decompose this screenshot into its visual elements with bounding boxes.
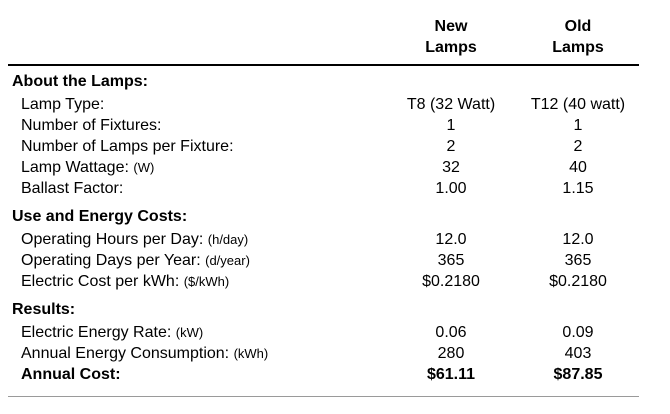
row-label: Electric Cost per kWh: ($/kWh) [21,273,230,290]
value-new: 280 [437,345,465,362]
value-new: 1 [446,117,456,134]
section-title-energy: Use and Energy Costs: [12,208,188,225]
value-old: T12 (40 watt) [530,96,626,113]
value-new: 32 [442,159,460,176]
column-header-new-lamps: New Lamps [391,16,511,58]
value-old: 40 [569,159,587,176]
value-new: 2 [446,138,456,155]
value-new: T8 (32 Watt) [406,96,496,113]
row-label: Operating Hours per Day: (h/day) [21,231,249,248]
row-label: Electric Energy Rate: (kW) [21,324,204,341]
section-title-results: Results: [12,301,76,318]
value-old: 12.0 [562,231,594,248]
value-old: 365 [564,252,592,269]
value-old: 1.15 [562,180,594,197]
footer-divider [8,396,639,397]
header-old-line1: Old [564,18,592,35]
row-annual-consumption: Annual Energy Consumption: (kWh) 280 403 [0,343,670,364]
header-new-line1: New [434,18,468,35]
row-label: Annual Cost: [21,366,121,383]
row-annual-cost: Annual Cost: $61.11 $87.85 [0,364,670,385]
row-energy-rate: Electric Energy Rate: (kW) 0.06 0.09 [0,322,670,343]
row-lamp-wattage: Lamp Wattage: (W) 32 40 [0,157,670,178]
row-label: Lamp Wattage: (W) [21,159,155,176]
value-new: 12.0 [435,231,467,248]
value-new: $0.2180 [422,273,480,290]
value-old: 2 [573,138,583,155]
row-label: Number of Fixtures: [21,117,162,134]
value-old: $0.2180 [549,273,607,290]
row-operating-hours: Operating Hours per Day: (h/day) 12.0 12… [0,229,670,250]
value-old: $87.85 [553,366,603,383]
row-operating-days: Operating Days per Year: (d/year) 365 36… [0,250,670,271]
section-title-lamps: About the Lamps: [12,73,148,90]
row-label: Lamp Type: [21,96,105,113]
row-label: Number of Lamps per Fixture: [21,138,234,155]
value-old: 1 [573,117,583,134]
row-ballast-factor: Ballast Factor: 1.00 1.15 [0,178,670,199]
value-new: $61.11 [426,366,476,383]
value-new: 0.06 [435,324,467,341]
row-lamps-per-fixture: Number of Lamps per Fixture: 2 2 [0,136,670,157]
value-old: 403 [564,345,592,362]
row-label: Operating Days per Year: (d/year) [21,252,250,269]
row-label: Annual Energy Consumption: (kWh) [21,345,269,362]
row-electric-cost: Electric Cost per kWh: ($/kWh) $0.2180 $… [0,271,670,292]
value-new: 1.00 [435,180,467,197]
header-old-line2: Lamps [552,39,604,56]
header-new-line2: Lamps [425,39,477,56]
value-new: 365 [437,252,465,269]
column-header-old-lamps: Old Lamps [518,16,638,58]
header-divider [8,64,639,66]
row-number-of-fixtures: Number of Fixtures: 1 1 [0,115,670,136]
row-lamp-type: Lamp Type: T8 (32 Watt) T12 (40 watt) [0,94,670,115]
value-old: 0.09 [562,324,594,341]
row-label: Ballast Factor: [21,180,124,197]
